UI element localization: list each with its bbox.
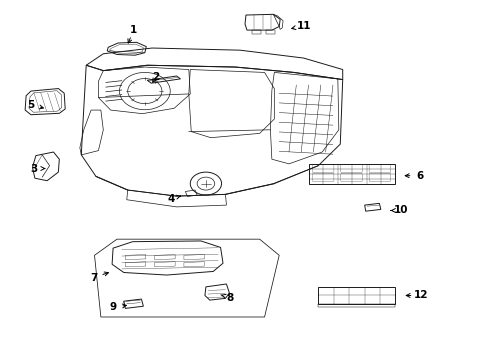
Text: 6: 6 <box>416 171 423 181</box>
Text: 7: 7 <box>90 273 97 283</box>
Text: 1: 1 <box>130 25 137 35</box>
Text: 9: 9 <box>109 302 117 312</box>
Text: 5: 5 <box>27 100 35 110</box>
Text: 8: 8 <box>227 293 234 303</box>
Text: 2: 2 <box>152 72 160 82</box>
Text: 3: 3 <box>30 163 38 174</box>
Text: 12: 12 <box>414 291 428 301</box>
Text: 4: 4 <box>167 194 174 204</box>
Text: 11: 11 <box>296 21 311 31</box>
Text: 10: 10 <box>394 206 409 216</box>
